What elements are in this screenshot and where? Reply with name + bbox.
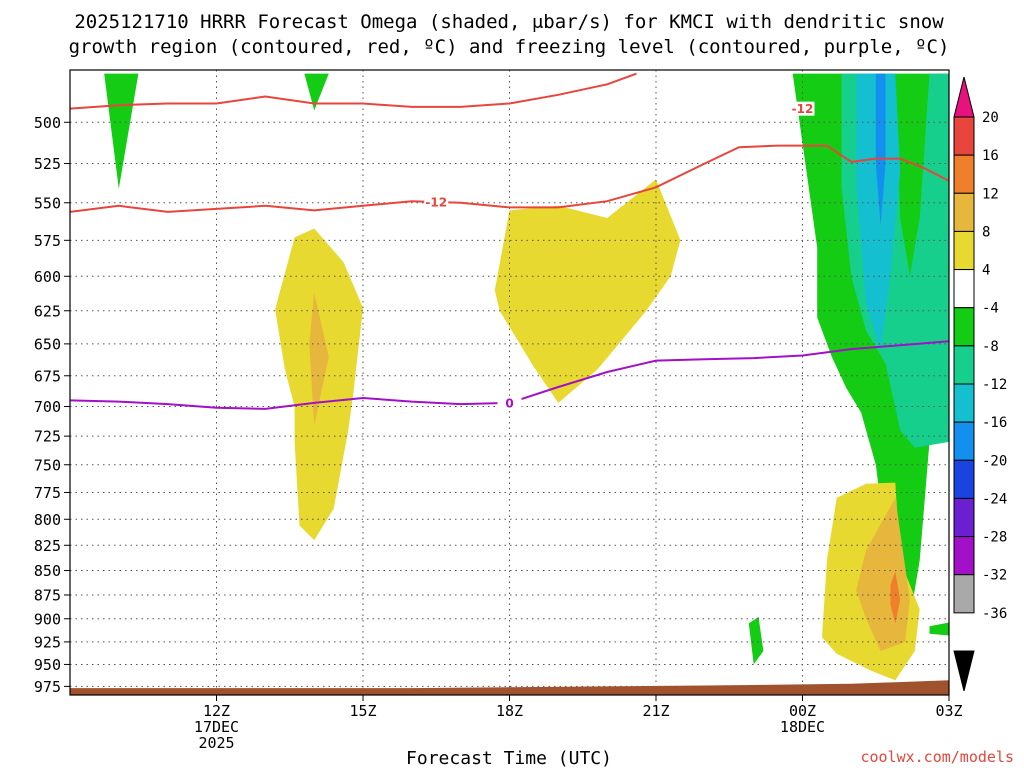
x-tick-label-h15-0: 03Z	[935, 702, 962, 720]
colorbar-label-6: -8	[982, 339, 999, 355]
chart-title: 2025121710 HRRR Forecast Omega (shaded, …	[69, 11, 950, 58]
colorbar-segment-6	[953, 307, 975, 347]
y-tick-label-525: 525	[34, 155, 61, 173]
colorbar: 20 16 12 8 4 -4 -8 -12 -16 -20 -24 -28 -32 -36	[953, 76, 1007, 692]
colorbar-segment-5	[953, 269, 975, 309]
colorbar-top-arrow	[953, 76, 975, 118]
omega-region-0	[104, 73, 139, 189]
colorbar-label-5: -4	[982, 301, 999, 317]
colorbar-segment-12	[953, 536, 975, 576]
colorbar-label-9: -20	[982, 453, 1007, 469]
colorbar-segment-7	[953, 345, 975, 385]
y-tick-label-925: 925	[34, 633, 61, 651]
contour-label-bg-1	[790, 101, 815, 116]
colorbar-segment-2	[953, 154, 975, 194]
omega-region-13	[890, 571, 901, 624]
x-tick-label-h0-0: 12Z	[203, 702, 230, 720]
y-tick-label-800: 800	[34, 511, 61, 529]
y-tick-label-850: 850	[34, 562, 61, 580]
omega-region-3	[309, 293, 329, 426]
x-axis-title: Forecast Time (UTC)	[406, 748, 612, 768]
x-tick-label-h9-0: 21Z	[642, 702, 669, 720]
plot-area: -12 -12 0	[69, 69, 950, 696]
y-tick-label-550: 550	[34, 194, 61, 212]
terrain	[70, 680, 949, 695]
title-line-1: 2025121710 HRRR Forecast Omega (shaded, …	[74, 11, 944, 33]
pressure-axis: 500 525 550 575 600 625 650 675 700 725 750 775 800 8…	[34, 114, 70, 696]
x-tick-label-h12-1: 18DEC	[780, 718, 825, 736]
x-tick-label-h0-2: 2025	[198, 734, 234, 752]
colorbar-bottom-arrow	[953, 650, 975, 692]
colorbar-label-12: -32	[982, 568, 1007, 584]
y-tick-label-500: 500	[34, 114, 61, 132]
y-tick-label-750: 750	[34, 456, 61, 474]
omega-region-10	[748, 616, 764, 665]
colorbar-segment-8	[953, 383, 975, 423]
colorbar-label-11: -28	[982, 530, 1007, 546]
contour-label-bg-2	[497, 395, 522, 410]
colorbar-segment-10	[953, 459, 975, 499]
colorbar-label-10: -24	[982, 491, 1007, 507]
terrain-fill	[70, 680, 949, 695]
x-tick-label-h3-0: 15Z	[349, 702, 376, 720]
omega-region-8	[856, 73, 901, 351]
y-tick-label-825: 825	[34, 537, 61, 555]
x-tick-label-h6-0: 18Z	[496, 702, 523, 720]
y-tick-label-625: 625	[34, 302, 61, 320]
omega-region-6	[929, 622, 949, 636]
y-tick-label-675: 675	[34, 367, 61, 385]
y-tick-label-975: 975	[34, 678, 61, 696]
contour-label-0: -12	[425, 196, 447, 210]
colorbar-label-7: -12	[982, 377, 1007, 393]
omega-region-4	[494, 179, 681, 403]
colorbar-segment-9	[953, 421, 975, 461]
colorbar-segment-13	[953, 574, 975, 614]
y-tick-label-950: 950	[34, 656, 61, 674]
contour-line-0	[70, 144, 949, 213]
grid-lines	[70, 70, 950, 695]
colorbar-label-8: -16	[982, 415, 1007, 431]
colorbar-label-3: 8	[982, 224, 990, 240]
y-tick-label-575: 575	[34, 232, 61, 250]
title-line-2: growth region (contoured, red, ºC) and f…	[69, 36, 950, 58]
omega-region-5	[792, 73, 949, 640]
contour-line-1	[70, 72, 637, 110]
credit-text: coolwx.com/models	[860, 748, 1014, 766]
colorbar-label-2: 12	[982, 186, 999, 202]
y-tick-label-650: 650	[34, 335, 61, 353]
contour-lines: -12 -12 0	[70, 72, 949, 410]
colorbar-segment-3	[953, 192, 975, 232]
x-tick-label-h0-1: 17DEC	[194, 718, 239, 736]
omega-region-1	[304, 73, 329, 111]
contour-label-2: 0	[505, 396, 513, 410]
colorbar-segment-4	[953, 230, 975, 271]
colorbar-segment-1	[953, 116, 975, 156]
y-tick-label-700: 700	[34, 398, 61, 416]
y-tick-label-600: 600	[34, 268, 61, 286]
omega-region-9	[875, 73, 886, 226]
colorbar-label-1: 16	[982, 148, 999, 164]
omega-shading	[104, 73, 949, 681]
colorbar-label-0: 20	[982, 110, 999, 126]
y-tick-label-725: 725	[34, 428, 61, 446]
x-tick-label-h12-0: 00Z	[789, 702, 816, 720]
contour-label-1: -12	[792, 102, 814, 116]
y-tick-label-875: 875	[34, 586, 61, 604]
y-tick-label-900: 900	[34, 610, 61, 628]
colorbar-segment-11	[953, 497, 975, 538]
colorbar-label-13: -36	[982, 606, 1007, 622]
contour-label-bg-0	[424, 195, 449, 210]
colorbar-label-4: 4	[982, 263, 990, 279]
y-tick-label-775: 775	[34, 484, 61, 502]
